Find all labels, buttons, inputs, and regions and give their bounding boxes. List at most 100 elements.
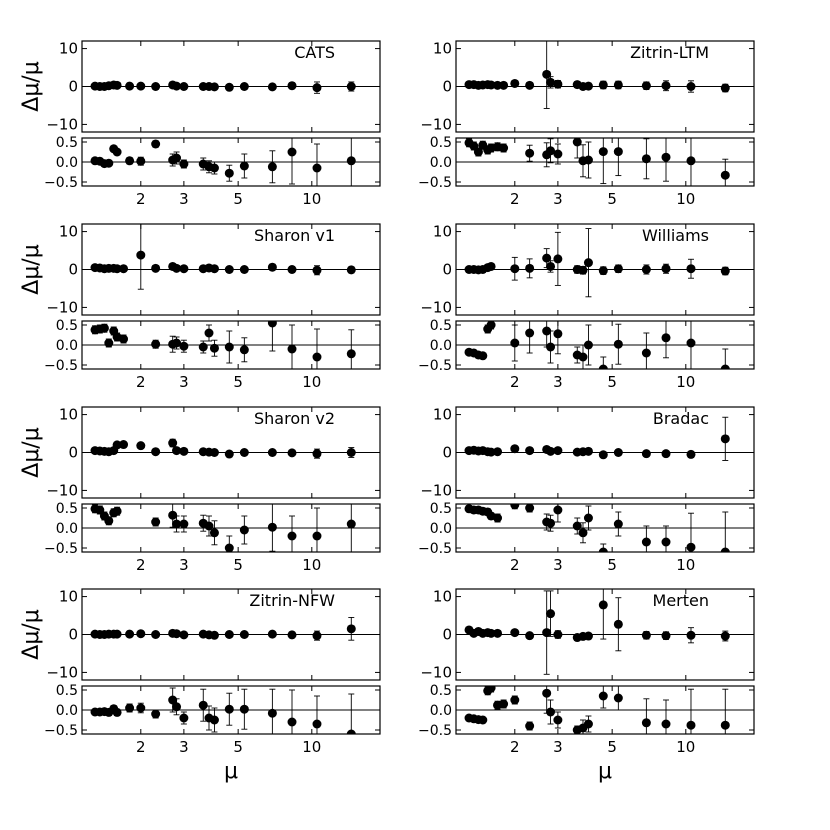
data-point [493,447,503,457]
y-tick-label: 0 [442,626,452,644]
data-point [572,138,582,147]
data-point [598,600,608,610]
data-point [239,630,249,639]
y-tick-label: −10 [420,115,452,133]
panel-title: Sharon v1 [254,226,335,245]
data-point [686,82,696,91]
data-point [525,263,535,273]
x-tick-label: 10 [302,556,321,574]
y-tick-label: 10 [433,588,452,606]
data-point [239,161,249,171]
error-bar [722,511,729,552]
data-point [486,686,496,693]
data-point [346,349,356,359]
data-point [720,631,730,641]
data-point [598,147,608,157]
data-point [499,699,509,709]
data-layer [464,228,730,298]
y-tick-label: 0.5 [430,318,452,334]
axes-frame [81,137,381,187]
axes-frame [455,503,755,553]
data-point [641,449,651,459]
axes-frame [81,320,381,370]
data-point [239,525,249,535]
y-tick-label: 10 [59,406,78,424]
data-point [546,261,556,271]
data-point [720,364,730,369]
y-tick-label: 10 [433,406,452,424]
y-tick-label: −10 [420,481,452,499]
data-point [661,264,671,274]
data-point [583,155,593,165]
data-point [287,265,297,274]
x-tick-label: 2 [136,738,146,756]
data-layer [90,138,356,186]
data-point [553,446,563,456]
data-point [720,83,730,93]
x-tick-label: 3 [553,738,563,756]
data-point [510,444,520,454]
data-point [312,631,322,641]
y-tick-label: 0 [68,261,78,279]
data-point [119,440,129,450]
data-point [125,703,135,713]
data-point [172,519,182,529]
data-point [267,82,277,92]
data-point [172,446,182,456]
axes-frame [455,320,755,370]
axes-frame [455,40,755,133]
data-point [583,81,593,91]
data-point [583,340,593,350]
data-point [209,630,219,640]
axes-frame [81,685,381,735]
data-point [613,619,623,629]
panel-zitrin-nfw: 10 0 −10 0.5 0.0 −0.5 Zitrin-NFW 2 3 5 10 [44,588,381,756]
data-point [151,630,161,639]
data-point [613,339,623,349]
data-point [525,504,535,513]
data-point [720,170,730,180]
axes-frame [81,503,381,553]
y-tick-label: 0.0 [56,155,78,171]
data-point [224,630,234,639]
bottom-subplot: 0.5 0.0 −0.5 [418,683,755,739]
panel-grid: 10 0 −10 0.5 0.0 −0.5 CATS 2 3 5 10 10 0 −10 0.5 0.0 −0.… [44,40,755,756]
y-tick-label: −0.5 [44,541,78,557]
data-point [172,629,182,639]
data-layer [464,138,730,186]
y-tick-label: 0.5 [430,501,452,517]
y-tick-label: 0 [442,444,452,462]
data-point [510,264,520,274]
data-point [661,719,671,729]
data-point [267,448,277,457]
data-point [641,537,651,547]
y-tick-label: 0.0 [430,338,452,354]
data-point [104,158,114,168]
data-point [172,702,182,712]
x-tick-label: 2 [510,373,520,391]
y-tick-label: 0.5 [56,135,78,151]
x-tick-label: 5 [233,373,243,391]
data-point [553,715,563,725]
x-tick-label: 10 [676,373,695,391]
data-point [661,449,671,459]
data-point [312,163,322,173]
data-point [486,261,496,271]
x-tick-label: 3 [179,373,189,391]
data-layer [464,321,730,369]
data-point [267,522,277,532]
data-point [553,254,563,264]
data-point [179,519,189,529]
error-bar [348,693,355,734]
data-point [583,446,593,456]
data-point [553,79,563,89]
data-point [179,264,189,274]
data-point [542,628,552,638]
data-point [346,448,356,457]
axes-frame [455,406,755,499]
panel-cats: 10 0 −10 0.5 0.0 −0.5 CATS 2 3 5 10 [44,40,381,208]
data-point [613,264,623,274]
data-point [546,77,556,87]
data-point [510,628,520,638]
